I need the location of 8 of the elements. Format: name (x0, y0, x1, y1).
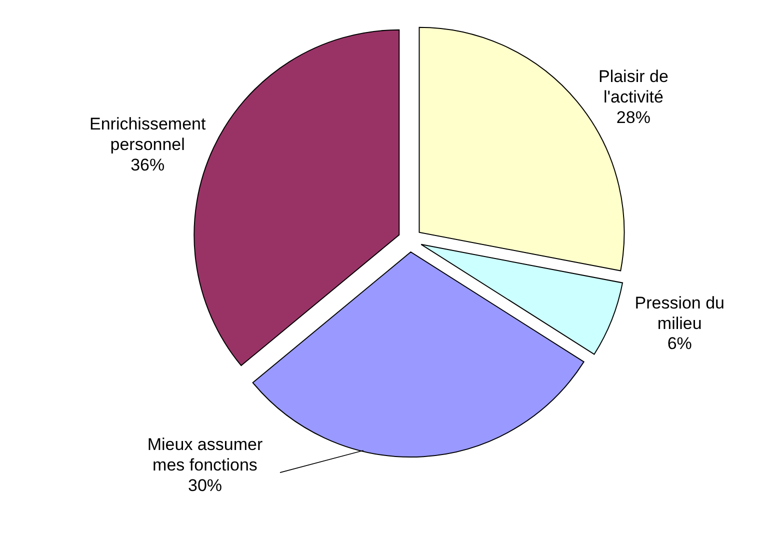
data-label: 6% (667, 334, 692, 354)
slice-label: Pression du milieu (634, 293, 725, 333)
slice-label: Enrichissement personnel (89, 114, 206, 154)
slice-label: Mieux assumer mes fonctions (147, 435, 263, 475)
data-label: 28% (616, 108, 650, 127)
data-label: 36% (130, 156, 165, 175)
data-label: 30% (188, 476, 222, 495)
slice-label: Plaisir de l'activité (598, 67, 668, 107)
